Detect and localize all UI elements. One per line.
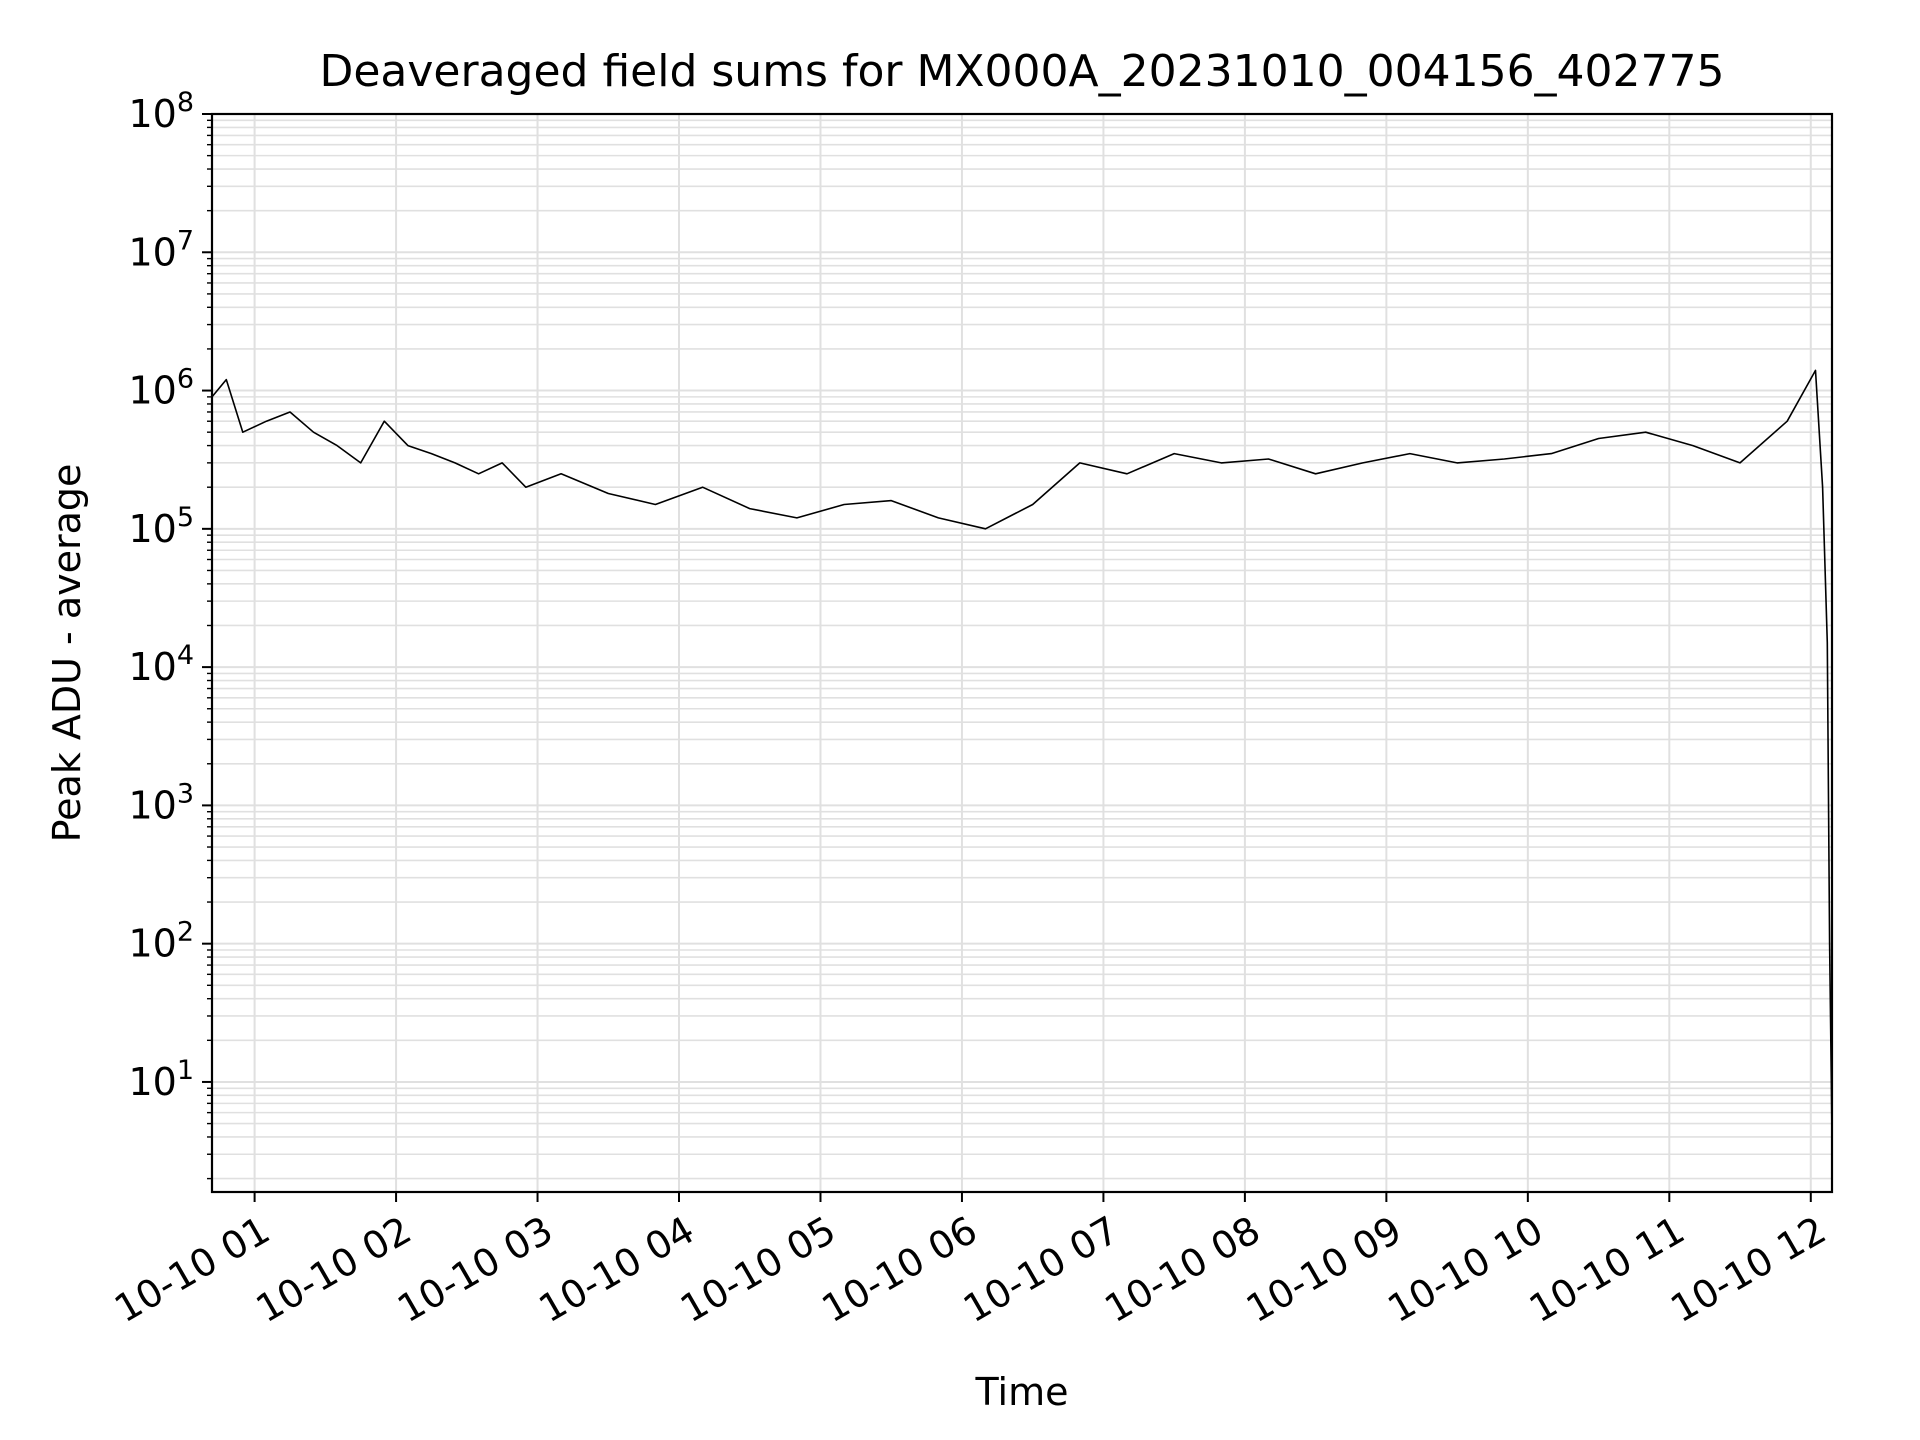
x-tick-label: 10-10 12 (1663, 1208, 1833, 1332)
x-tick-label: 10-10 08 (1097, 1208, 1267, 1332)
x-axis-label: Time (975, 1370, 1069, 1414)
x-tick-label: 10-10 05 (673, 1208, 843, 1332)
grid-layer (212, 113, 1832, 1192)
chart-title: Deaveraged field sums for MX000A_2023101… (319, 46, 1724, 97)
y-tick-label: 104 (128, 640, 194, 689)
y-tick-label: 106 (128, 364, 194, 413)
x-tick-label: 10-10 02 (249, 1208, 419, 1332)
data-layer (211, 369, 1833, 1138)
x-tick-label: 10-10 03 (390, 1208, 560, 1332)
series-line (211, 369, 1833, 1138)
x-tick-label: 10-10 01 (107, 1208, 277, 1332)
x-tick-label: 10-10 09 (1239, 1208, 1409, 1332)
y-axis-label: Peak ADU - average (45, 464, 89, 843)
y-tick-label: 107 (128, 225, 194, 274)
x-tick-label: 10-10 04 (532, 1208, 702, 1332)
x-tick-label: 10-10 06 (814, 1208, 984, 1332)
y-tick-label: 102 (128, 917, 194, 966)
y-tick-label: 108 (128, 87, 194, 136)
x-tick-label: 10-10 07 (956, 1208, 1126, 1332)
y-tick-label: 105 (128, 502, 194, 551)
plot-frame (210, 112, 1834, 1194)
x-tick-label: 10-10 10 (1380, 1208, 1550, 1332)
x-tick-label: 10-10 11 (1522, 1208, 1692, 1332)
y-tick-label: 103 (128, 778, 194, 827)
y-tick-label: 101 (128, 1055, 194, 1104)
